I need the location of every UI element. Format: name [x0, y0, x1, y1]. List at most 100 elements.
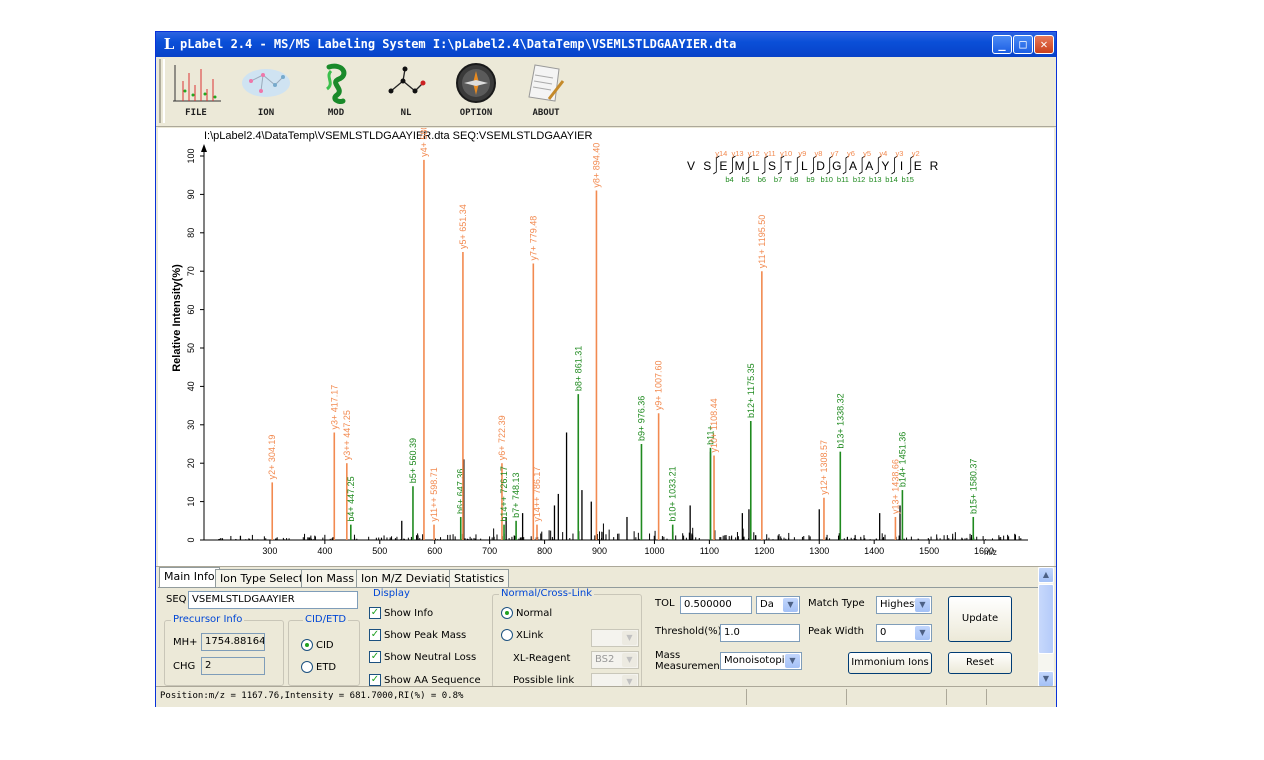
- y-ion-label: y3+ 417.17: [329, 385, 339, 430]
- tab-ion-mz-deviation[interactable]: Ion M/Z Deviation: [356, 569, 464, 587]
- minimize-button[interactable]: _: [992, 35, 1012, 54]
- y-tick-label: 100: [186, 148, 196, 163]
- scroll-down-icon[interactable]: ▼: [1038, 671, 1054, 687]
- plot-header: I:\pLabel2.4\DataTemp\VSEMLSTLDGAAYIER.d…: [204, 130, 592, 142]
- y-ion-label: y5+ 651.34: [458, 204, 468, 249]
- y-fragment-label: y9: [798, 149, 806, 158]
- vertical-scrollbar[interactable]: ▲ ▼: [1038, 567, 1054, 687]
- display-group: Display ✓ Show Info ✓ Show Peak Mass ✓ Show…: [364, 588, 490, 688]
- normal-label: Normal: [516, 608, 553, 619]
- threshold-input[interactable]: 1.0: [720, 624, 800, 642]
- xlink-select[interactable]: ▼: [591, 629, 639, 647]
- tab-main-info[interactable]: Main Info: [159, 567, 220, 587]
- chevron-down-icon: ▼: [785, 654, 800, 668]
- status-divider: [846, 689, 847, 705]
- tab-statistics[interactable]: Statistics: [449, 569, 510, 587]
- sequence-residue: D: [816, 159, 825, 173]
- precursor-info-title: Precursor Info: [171, 614, 245, 625]
- peak-width-select[interactable]: 0 ▼: [876, 624, 932, 642]
- seq-label: SEQ: [166, 594, 187, 605]
- noise-peaks: [215, 523, 1022, 540]
- y-ion-label: y8+ 894.40: [591, 143, 601, 188]
- seq-input[interactable]: VSEMLSTLDGAAYIER: [188, 591, 358, 609]
- x-axis-label: m/z: [984, 548, 997, 557]
- chevron-down-icon: ▼: [622, 675, 637, 689]
- y-tick-label: 20: [186, 458, 196, 468]
- update-button[interactable]: Update: [948, 596, 1012, 642]
- mass-measurement-select[interactable]: Monoisotopic ▼: [720, 652, 802, 670]
- close-button[interactable]: ✕: [1034, 35, 1054, 54]
- b-ion-label: b12+ 1175.35: [746, 363, 756, 418]
- sequence-residue: R: [930, 159, 939, 173]
- y-fragment-label: y3: [896, 149, 904, 158]
- y-fragment-label: y12: [748, 149, 760, 158]
- show-neutral-loss-checkbox[interactable]: ✓ Show Neutral Loss: [369, 651, 476, 663]
- x-tick-label: 1500: [919, 546, 939, 556]
- y-tick-label: 60: [186, 305, 196, 315]
- checkmark-icon: ✓: [369, 674, 381, 686]
- xlink-radio[interactable]: XLink: [501, 629, 543, 641]
- y-fragment-label: y7: [831, 149, 839, 158]
- toolbar-label: NL: [400, 108, 412, 118]
- title-bar[interactable]: L pLabel 2.4 - MS/MS Labeling System I:\…: [156, 32, 1056, 57]
- tol-label: TOL: [655, 598, 675, 609]
- toolbar-label: MOD: [327, 108, 345, 118]
- reset-button[interactable]: Reset: [948, 652, 1012, 674]
- toolbar-button-file[interactable]: FILE: [166, 61, 226, 123]
- toolbar-label: OPTION: [459, 108, 493, 118]
- b-ion-label: b10+ 1033.21: [668, 466, 678, 521]
- sequence-residue: L: [752, 159, 759, 173]
- x-tick-label: 1600: [974, 546, 994, 556]
- y-tick-label: 90: [186, 189, 196, 199]
- tab-ion-type-select[interactable]: Ion Type Select: [215, 569, 309, 587]
- b-fragment-label: b5: [742, 175, 750, 184]
- checkmark-icon: ✓: [369, 607, 381, 619]
- graph-icon: [388, 66, 426, 94]
- show-peak-mass-checkbox[interactable]: ✓ Show Peak Mass: [369, 629, 466, 641]
- tab-ion-mass[interactable]: Ion Mass: [301, 569, 360, 587]
- sequence-residue: E: [914, 159, 922, 173]
- toolbar-button-nl[interactable]: NL: [376, 61, 436, 123]
- checkmark-icon: ✓: [369, 629, 381, 641]
- y-fragment-label: y8: [815, 149, 823, 158]
- cid-radio[interactable]: CID: [301, 639, 334, 651]
- y-ion-label: y11+ 1195.50: [757, 215, 767, 268]
- x-tick-label: 1000: [644, 546, 664, 556]
- match-type-select[interactable]: Highest ▼: [876, 596, 932, 614]
- xl-reagent-select[interactable]: BS2 ▼: [591, 651, 639, 669]
- x-tick-label: 800: [537, 546, 552, 556]
- y-ion-label: y14++ 786.17: [532, 467, 542, 522]
- chg-field[interactable]: 2: [201, 657, 265, 675]
- scroll-up-icon[interactable]: ▲: [1038, 567, 1054, 583]
- etd-label: ETD: [316, 662, 337, 673]
- toolbar-button-mod[interactable]: MOD: [306, 61, 366, 123]
- show-info-checkbox[interactable]: ✓ Show Info: [369, 607, 433, 619]
- b-ion-label: b7+ 748.13: [511, 473, 521, 518]
- normal-radio[interactable]: Normal: [501, 607, 552, 619]
- toolbar-grip[interactable]: [159, 59, 165, 123]
- b-ion-label: b8+ 861.31: [573, 346, 583, 391]
- mass-measurement-label: Mass Measurement: [655, 650, 724, 672]
- immonium-ions-button[interactable]: Immonium Ions: [848, 652, 932, 674]
- spectrum-plot[interactable]: I:\pLabel2.4\DataTemp\VSEMLSTLDGAAYIER.d…: [158, 128, 1054, 566]
- tol-unit-select[interactable]: Da ▼: [756, 596, 800, 614]
- chevron-down-icon: ▼: [622, 653, 637, 667]
- spectrum-icon: [173, 65, 221, 102]
- scroll-thumb[interactable]: [1038, 584, 1054, 654]
- toolbar-button-option[interactable]: OPTION: [446, 61, 506, 123]
- toolbar-button-about[interactable]: ABOUT: [516, 61, 576, 123]
- y-fragment-label: y2: [912, 149, 920, 158]
- fragment-bracket-icon: [826, 155, 833, 175]
- spectrum-chart[interactable]: I:\pLabel2.4\DataTemp\VSEMLSTLDGAAYIER.d…: [158, 128, 1054, 566]
- show-aa-sequence-checkbox[interactable]: ✓ Show AA Sequence: [369, 674, 481, 686]
- maximize-button[interactable]: □: [1013, 35, 1033, 54]
- etd-radio[interactable]: ETD: [301, 661, 336, 673]
- fragment-bracket-icon: [858, 155, 866, 175]
- tol-input[interactable]: 0.500000: [680, 596, 752, 614]
- peak-width-value: 0: [880, 627, 887, 638]
- chevron-down-icon: ▼: [915, 626, 930, 640]
- toolbar-button-ion[interactable]: ION: [236, 61, 296, 123]
- mh-field[interactable]: 1754.881640: [201, 633, 265, 651]
- fragment-bracket-icon: [713, 155, 720, 175]
